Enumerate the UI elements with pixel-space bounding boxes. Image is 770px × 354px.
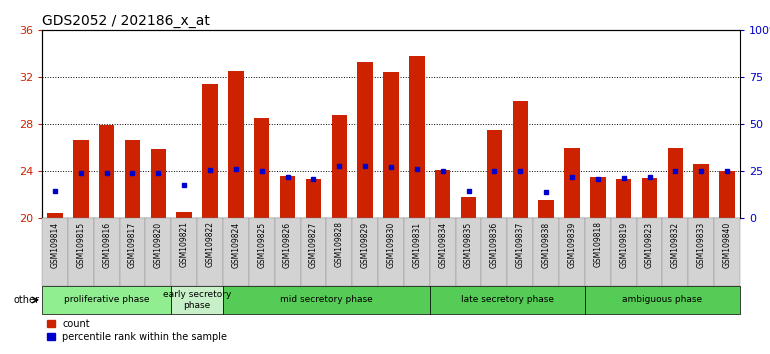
Text: GSM109836: GSM109836 — [490, 221, 499, 268]
Text: GSM109827: GSM109827 — [309, 221, 318, 268]
FancyBboxPatch shape — [223, 218, 249, 286]
FancyBboxPatch shape — [275, 218, 300, 286]
FancyBboxPatch shape — [404, 218, 430, 286]
Bar — [203, 84, 218, 218]
FancyBboxPatch shape — [430, 286, 585, 314]
Text: GSM109832: GSM109832 — [671, 221, 680, 268]
Bar — [668, 148, 683, 218]
FancyBboxPatch shape — [300, 218, 326, 286]
FancyBboxPatch shape — [119, 218, 146, 286]
FancyBboxPatch shape — [68, 218, 94, 286]
Bar — [694, 164, 709, 218]
FancyBboxPatch shape — [223, 286, 430, 314]
Bar — [513, 101, 528, 218]
Bar — [435, 170, 450, 218]
Text: GSM109828: GSM109828 — [335, 221, 343, 267]
FancyBboxPatch shape — [662, 218, 688, 286]
FancyBboxPatch shape — [481, 218, 507, 286]
Bar — [719, 171, 735, 218]
FancyBboxPatch shape — [42, 218, 68, 286]
Text: mid secretory phase: mid secretory phase — [280, 296, 373, 304]
Text: GSM109821: GSM109821 — [179, 221, 189, 267]
FancyBboxPatch shape — [585, 286, 740, 314]
FancyBboxPatch shape — [430, 218, 456, 286]
Bar — [176, 212, 192, 218]
Text: GSM109816: GSM109816 — [102, 221, 111, 268]
FancyBboxPatch shape — [611, 218, 637, 286]
FancyBboxPatch shape — [171, 286, 223, 314]
FancyBboxPatch shape — [352, 218, 378, 286]
Text: GSM109835: GSM109835 — [464, 221, 473, 268]
Text: GSM109840: GSM109840 — [722, 221, 732, 268]
Bar — [47, 213, 62, 218]
Bar — [460, 197, 477, 218]
FancyBboxPatch shape — [585, 218, 611, 286]
Bar — [616, 179, 631, 218]
Text: GSM109819: GSM109819 — [619, 221, 628, 268]
Text: other: other — [13, 295, 39, 305]
Text: ambiguous phase: ambiguous phase — [622, 296, 702, 304]
FancyBboxPatch shape — [637, 218, 662, 286]
Bar — [590, 177, 605, 218]
Text: GSM109814: GSM109814 — [50, 221, 59, 268]
Bar — [125, 141, 140, 218]
FancyBboxPatch shape — [94, 218, 119, 286]
Text: proliferative phase: proliferative phase — [64, 296, 149, 304]
Text: GSM109826: GSM109826 — [283, 221, 292, 268]
Text: GSM109838: GSM109838 — [541, 221, 551, 268]
Bar — [228, 71, 243, 218]
FancyBboxPatch shape — [688, 218, 714, 286]
Bar — [357, 62, 373, 218]
Bar — [280, 176, 296, 218]
FancyBboxPatch shape — [171, 218, 197, 286]
FancyBboxPatch shape — [378, 218, 404, 286]
Bar — [254, 118, 270, 218]
FancyBboxPatch shape — [714, 218, 740, 286]
Text: GSM109817: GSM109817 — [128, 221, 137, 268]
Bar — [487, 130, 502, 218]
Text: GSM109831: GSM109831 — [413, 221, 421, 268]
Bar — [538, 200, 554, 218]
Bar — [409, 56, 424, 218]
Text: GSM109830: GSM109830 — [387, 221, 396, 268]
Text: early secretory
phase: early secretory phase — [163, 290, 231, 310]
Text: GSM109823: GSM109823 — [645, 221, 654, 268]
Bar — [73, 141, 89, 218]
Text: GSM109825: GSM109825 — [257, 221, 266, 268]
FancyBboxPatch shape — [507, 218, 533, 286]
FancyBboxPatch shape — [326, 218, 352, 286]
FancyBboxPatch shape — [197, 218, 223, 286]
Text: GSM109820: GSM109820 — [154, 221, 162, 268]
Text: GSM109833: GSM109833 — [697, 221, 706, 268]
Text: GSM109824: GSM109824 — [232, 221, 240, 268]
Bar — [564, 148, 580, 218]
Bar — [332, 115, 347, 218]
Bar — [383, 72, 399, 218]
FancyBboxPatch shape — [42, 286, 171, 314]
Text: GSM109834: GSM109834 — [438, 221, 447, 268]
Text: GSM109837: GSM109837 — [516, 221, 525, 268]
Bar — [306, 179, 321, 218]
FancyBboxPatch shape — [456, 218, 481, 286]
Bar — [151, 149, 166, 218]
FancyBboxPatch shape — [533, 218, 559, 286]
Text: GDS2052 / 202186_x_at: GDS2052 / 202186_x_at — [42, 13, 210, 28]
Text: GSM109829: GSM109829 — [360, 221, 370, 268]
FancyBboxPatch shape — [559, 218, 585, 286]
Text: GSM109815: GSM109815 — [76, 221, 85, 268]
Legend: count, percentile rank within the sample: count, percentile rank within the sample — [47, 319, 227, 342]
Bar — [641, 178, 658, 218]
Text: late secretory phase: late secretory phase — [460, 296, 554, 304]
Text: GSM109818: GSM109818 — [594, 221, 602, 267]
FancyBboxPatch shape — [249, 218, 275, 286]
Text: GSM109839: GSM109839 — [567, 221, 577, 268]
Bar — [99, 125, 115, 218]
FancyBboxPatch shape — [146, 218, 171, 286]
Text: GSM109822: GSM109822 — [206, 221, 215, 267]
